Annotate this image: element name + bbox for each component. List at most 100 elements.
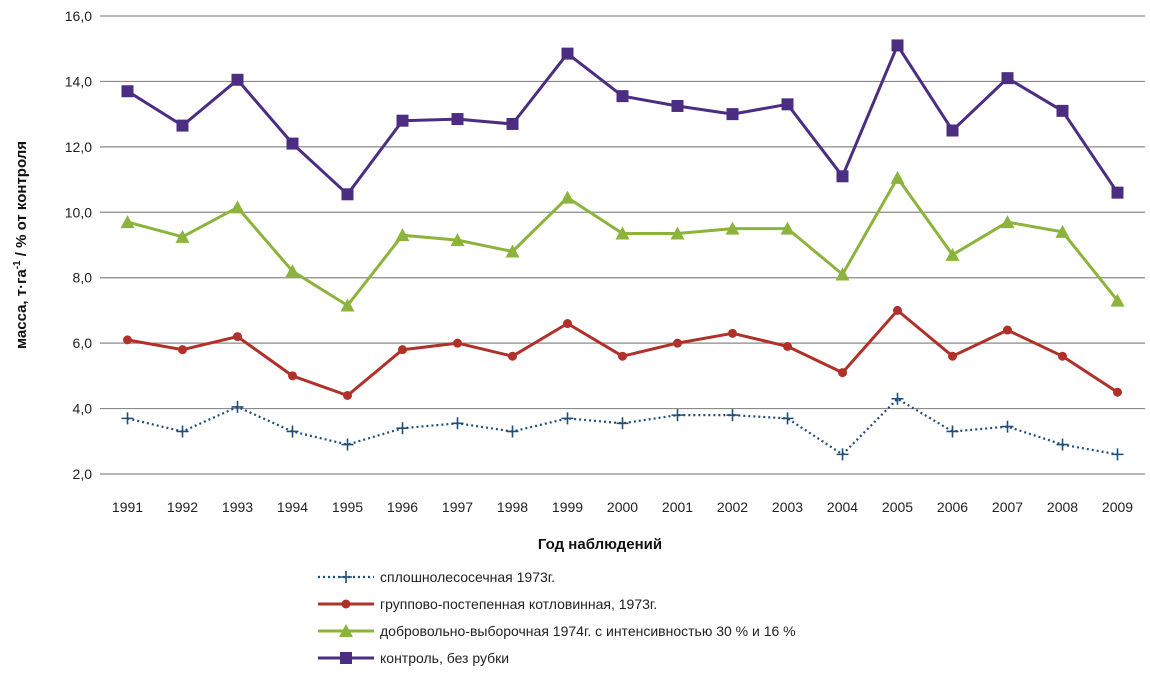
series-2-point <box>233 332 242 342</box>
series-4-point <box>1111 186 1124 199</box>
legend-marker-2 <box>341 599 351 609</box>
series-2-point <box>398 345 407 355</box>
x-tick-label: 1998 <box>497 499 528 515</box>
x-tick-label: 1994 <box>277 499 308 515</box>
series-1-point <box>396 422 409 435</box>
series-4-point <box>451 113 464 126</box>
legend-marker-3 <box>339 624 353 637</box>
legend-entry-3: добровольно-выборочная 1974г. с интенсив… <box>380 623 796 639</box>
series-2-point <box>1058 351 1067 361</box>
series-2-point <box>893 305 902 315</box>
series-4-point <box>616 90 629 103</box>
series-3-point <box>175 229 190 243</box>
series-3-point <box>120 215 135 229</box>
series-3-point <box>945 247 960 261</box>
series-1-point <box>286 425 299 438</box>
series-2-point <box>453 338 462 348</box>
series-3-point <box>670 226 685 240</box>
series-4-point <box>176 119 189 132</box>
y-tick-label: 16,0 <box>65 8 92 24</box>
series-1-point <box>451 417 464 430</box>
series-3-point <box>230 200 245 214</box>
series-2-point <box>1113 387 1122 397</box>
y-tick-label: 6,0 <box>73 335 93 351</box>
x-tick-label: 1996 <box>387 499 418 515</box>
series-4-point <box>286 137 299 150</box>
series-3-point <box>450 233 465 247</box>
gridlines <box>100 15 1145 475</box>
legend-marker-1 <box>340 571 352 583</box>
series-3-point <box>890 170 905 184</box>
series-3-point <box>835 267 850 281</box>
series-3-point <box>615 226 630 240</box>
series-2-point <box>728 328 737 338</box>
series-2-point <box>123 335 132 345</box>
series-4-point <box>946 124 959 137</box>
x-axis-ticks: 1991 1992 1993 1994 1995 1996 1997 1998 1999 2000… <box>112 499 1133 515</box>
series-3-point <box>1055 224 1070 238</box>
series-1-point <box>781 412 794 425</box>
series-1-point <box>231 400 244 413</box>
series-4-point <box>396 114 409 127</box>
series-4-point <box>561 47 574 60</box>
legend-entry-2: группово-постепенная котловинная, 1973г. <box>380 596 657 612</box>
x-tick-label: 1999 <box>552 499 583 515</box>
series-4-point <box>341 188 354 201</box>
y-axis-title: масса, т·га-1 / % от контроля <box>12 141 30 349</box>
series-4-point <box>836 170 849 183</box>
series-markers <box>120 39 1125 461</box>
y-axis-title-main: масса, т·га <box>13 269 30 349</box>
series-2-point <box>508 351 517 361</box>
x-axis-title: Год наблюдений <box>538 536 662 553</box>
series-2-point <box>343 390 352 400</box>
series-3-point <box>560 190 575 204</box>
series-1-point <box>1056 438 1069 451</box>
series-1-point <box>836 448 849 461</box>
series-1-point <box>121 412 134 425</box>
series-3-point <box>1000 215 1015 229</box>
x-tick-label: 2005 <box>882 499 913 515</box>
x-tick-label: 1992 <box>167 499 198 515</box>
series-2-point <box>948 351 957 361</box>
series-1-point <box>176 425 189 438</box>
series-3-point <box>1110 293 1125 307</box>
series-2-point <box>838 368 847 378</box>
x-tick-label: 2006 <box>937 499 968 515</box>
series-4-point <box>121 85 134 98</box>
legend: сплошнолесосечная 1973г. группово-постепе… <box>318 569 796 666</box>
x-tick-label: 2003 <box>772 499 803 515</box>
y-axis-title-superscript: -1 <box>12 260 23 269</box>
x-tick-label: 1993 <box>222 499 253 515</box>
series-3-point <box>285 264 300 278</box>
y-tick-label: 2,0 <box>73 466 93 482</box>
series-3-point <box>780 221 795 235</box>
series-1-point <box>671 409 684 422</box>
series-1-point <box>726 409 739 422</box>
series-3-point <box>505 244 520 258</box>
y-axis-ticks: 2,0 4,0 6,0 8,0 10,0 12,0 14,0 16,0 <box>65 8 92 482</box>
series-2-point <box>673 338 682 348</box>
series-4-point <box>891 39 904 52</box>
series-1-point <box>891 392 904 405</box>
series-4-point <box>506 117 519 130</box>
x-tick-label: 2004 <box>827 499 858 515</box>
series-1-point <box>561 412 574 425</box>
series-2-point <box>563 319 572 329</box>
series-4-point <box>1056 104 1069 117</box>
y-tick-label: 4,0 <box>73 401 93 417</box>
x-tick-label: 2008 <box>1047 499 1078 515</box>
y-tick-label: 8,0 <box>73 270 93 286</box>
y-tick-label: 10,0 <box>65 204 92 220</box>
x-tick-label: 2001 <box>662 499 693 515</box>
series-1-point <box>1001 420 1014 433</box>
series-1-point <box>1111 448 1124 461</box>
series-3-point <box>340 298 355 312</box>
series-2-point <box>783 341 792 351</box>
series-2-point <box>288 371 297 381</box>
y-tick-label: 14,0 <box>65 73 92 89</box>
legend-entry-1: сплошнолесосечная 1973г. <box>380 569 555 585</box>
series-1-point <box>616 417 629 430</box>
series-4-point <box>231 73 244 86</box>
series-3-point <box>395 228 410 242</box>
